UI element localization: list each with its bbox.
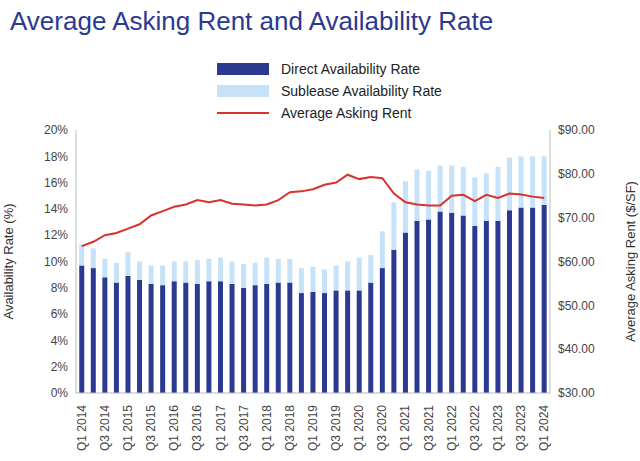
- svg-text:6%: 6%: [51, 307, 69, 321]
- svg-text:Q1 2023: Q1 2023: [491, 405, 505, 451]
- svg-text:Q3 2018: Q3 2018: [283, 405, 297, 451]
- svg-text:Q3 2019: Q3 2019: [329, 405, 343, 451]
- html-text:Sublease Availability Rate: Sublease Availability Rate: [281, 83, 442, 99]
- svg-text:Q1 2022: Q1 2022: [445, 405, 459, 451]
- svg-text:20%: 20%: [44, 123, 68, 137]
- svg-text:0%: 0%: [51, 386, 69, 400]
- svg-text:Q3 2014: Q3 2014: [98, 405, 112, 451]
- svg-text:Q1 2015: Q1 2015: [121, 405, 135, 451]
- svg-text:Q3 2016: Q3 2016: [190, 405, 204, 451]
- svg-text:Q3 2023: Q3 2023: [514, 405, 528, 451]
- svg-text:8%: 8%: [51, 281, 69, 295]
- html-text:Average Asking Rent: Average Asking Rent: [281, 105, 412, 121]
- svg-text:10%: 10%: [44, 255, 68, 269]
- svg-text:16%: 16%: [44, 176, 68, 190]
- svg-text:Q1 2019: Q1 2019: [306, 405, 320, 451]
- svg-text:Q1 2018: Q1 2018: [260, 405, 274, 451]
- svg-text:Q1 2020: Q1 2020: [352, 405, 366, 451]
- svg-text:Q1 2017: Q1 2017: [214, 405, 228, 451]
- svg-text:$80.00: $80.00: [558, 167, 595, 181]
- svg-text:$30.00: $30.00: [558, 386, 595, 400]
- svg-text:Q1 2024: Q1 2024: [537, 405, 551, 451]
- svg-text:12%: 12%: [44, 228, 68, 242]
- svg-text:Availability Rate (%): Availability Rate (%): [8, 203, 16, 319]
- svg-text:Q3 2017: Q3 2017: [237, 405, 251, 451]
- svg-text:2%: 2%: [51, 360, 69, 374]
- svg-text:$90.00: $90.00: [558, 123, 595, 137]
- svg-text:4%: 4%: [51, 334, 69, 348]
- svg-text:Q3 2020: Q3 2020: [375, 405, 389, 451]
- svg-text:14%: 14%: [44, 202, 68, 216]
- svg-text:Average Asking Rent ($/SF): Average Asking Rent ($/SF): [623, 181, 632, 342]
- svg-text:$60.00: $60.00: [558, 255, 595, 269]
- svg-text:Q3 2015: Q3 2015: [144, 405, 158, 451]
- html-text:Average Asking Rent and Availa: Average Asking Rent and Availability Rat…: [10, 6, 494, 36]
- html-text:Direct Availability Rate: Direct Availability Rate: [281, 61, 420, 77]
- svg-text:18%: 18%: [44, 150, 68, 164]
- svg-text:$70.00: $70.00: [558, 211, 595, 225]
- svg-text:$50.00: $50.00: [558, 299, 595, 313]
- svg-text:Q3 2022: Q3 2022: [468, 405, 482, 451]
- svg-text:Q1 2021: Q1 2021: [398, 405, 412, 451]
- svg-text:Q1 2014: Q1 2014: [75, 405, 89, 451]
- svg-text:Q1 2016: Q1 2016: [167, 405, 181, 451]
- svg-text:Q3 2021: Q3 2021: [422, 405, 436, 451]
- svg-text:$40.00: $40.00: [558, 342, 595, 356]
